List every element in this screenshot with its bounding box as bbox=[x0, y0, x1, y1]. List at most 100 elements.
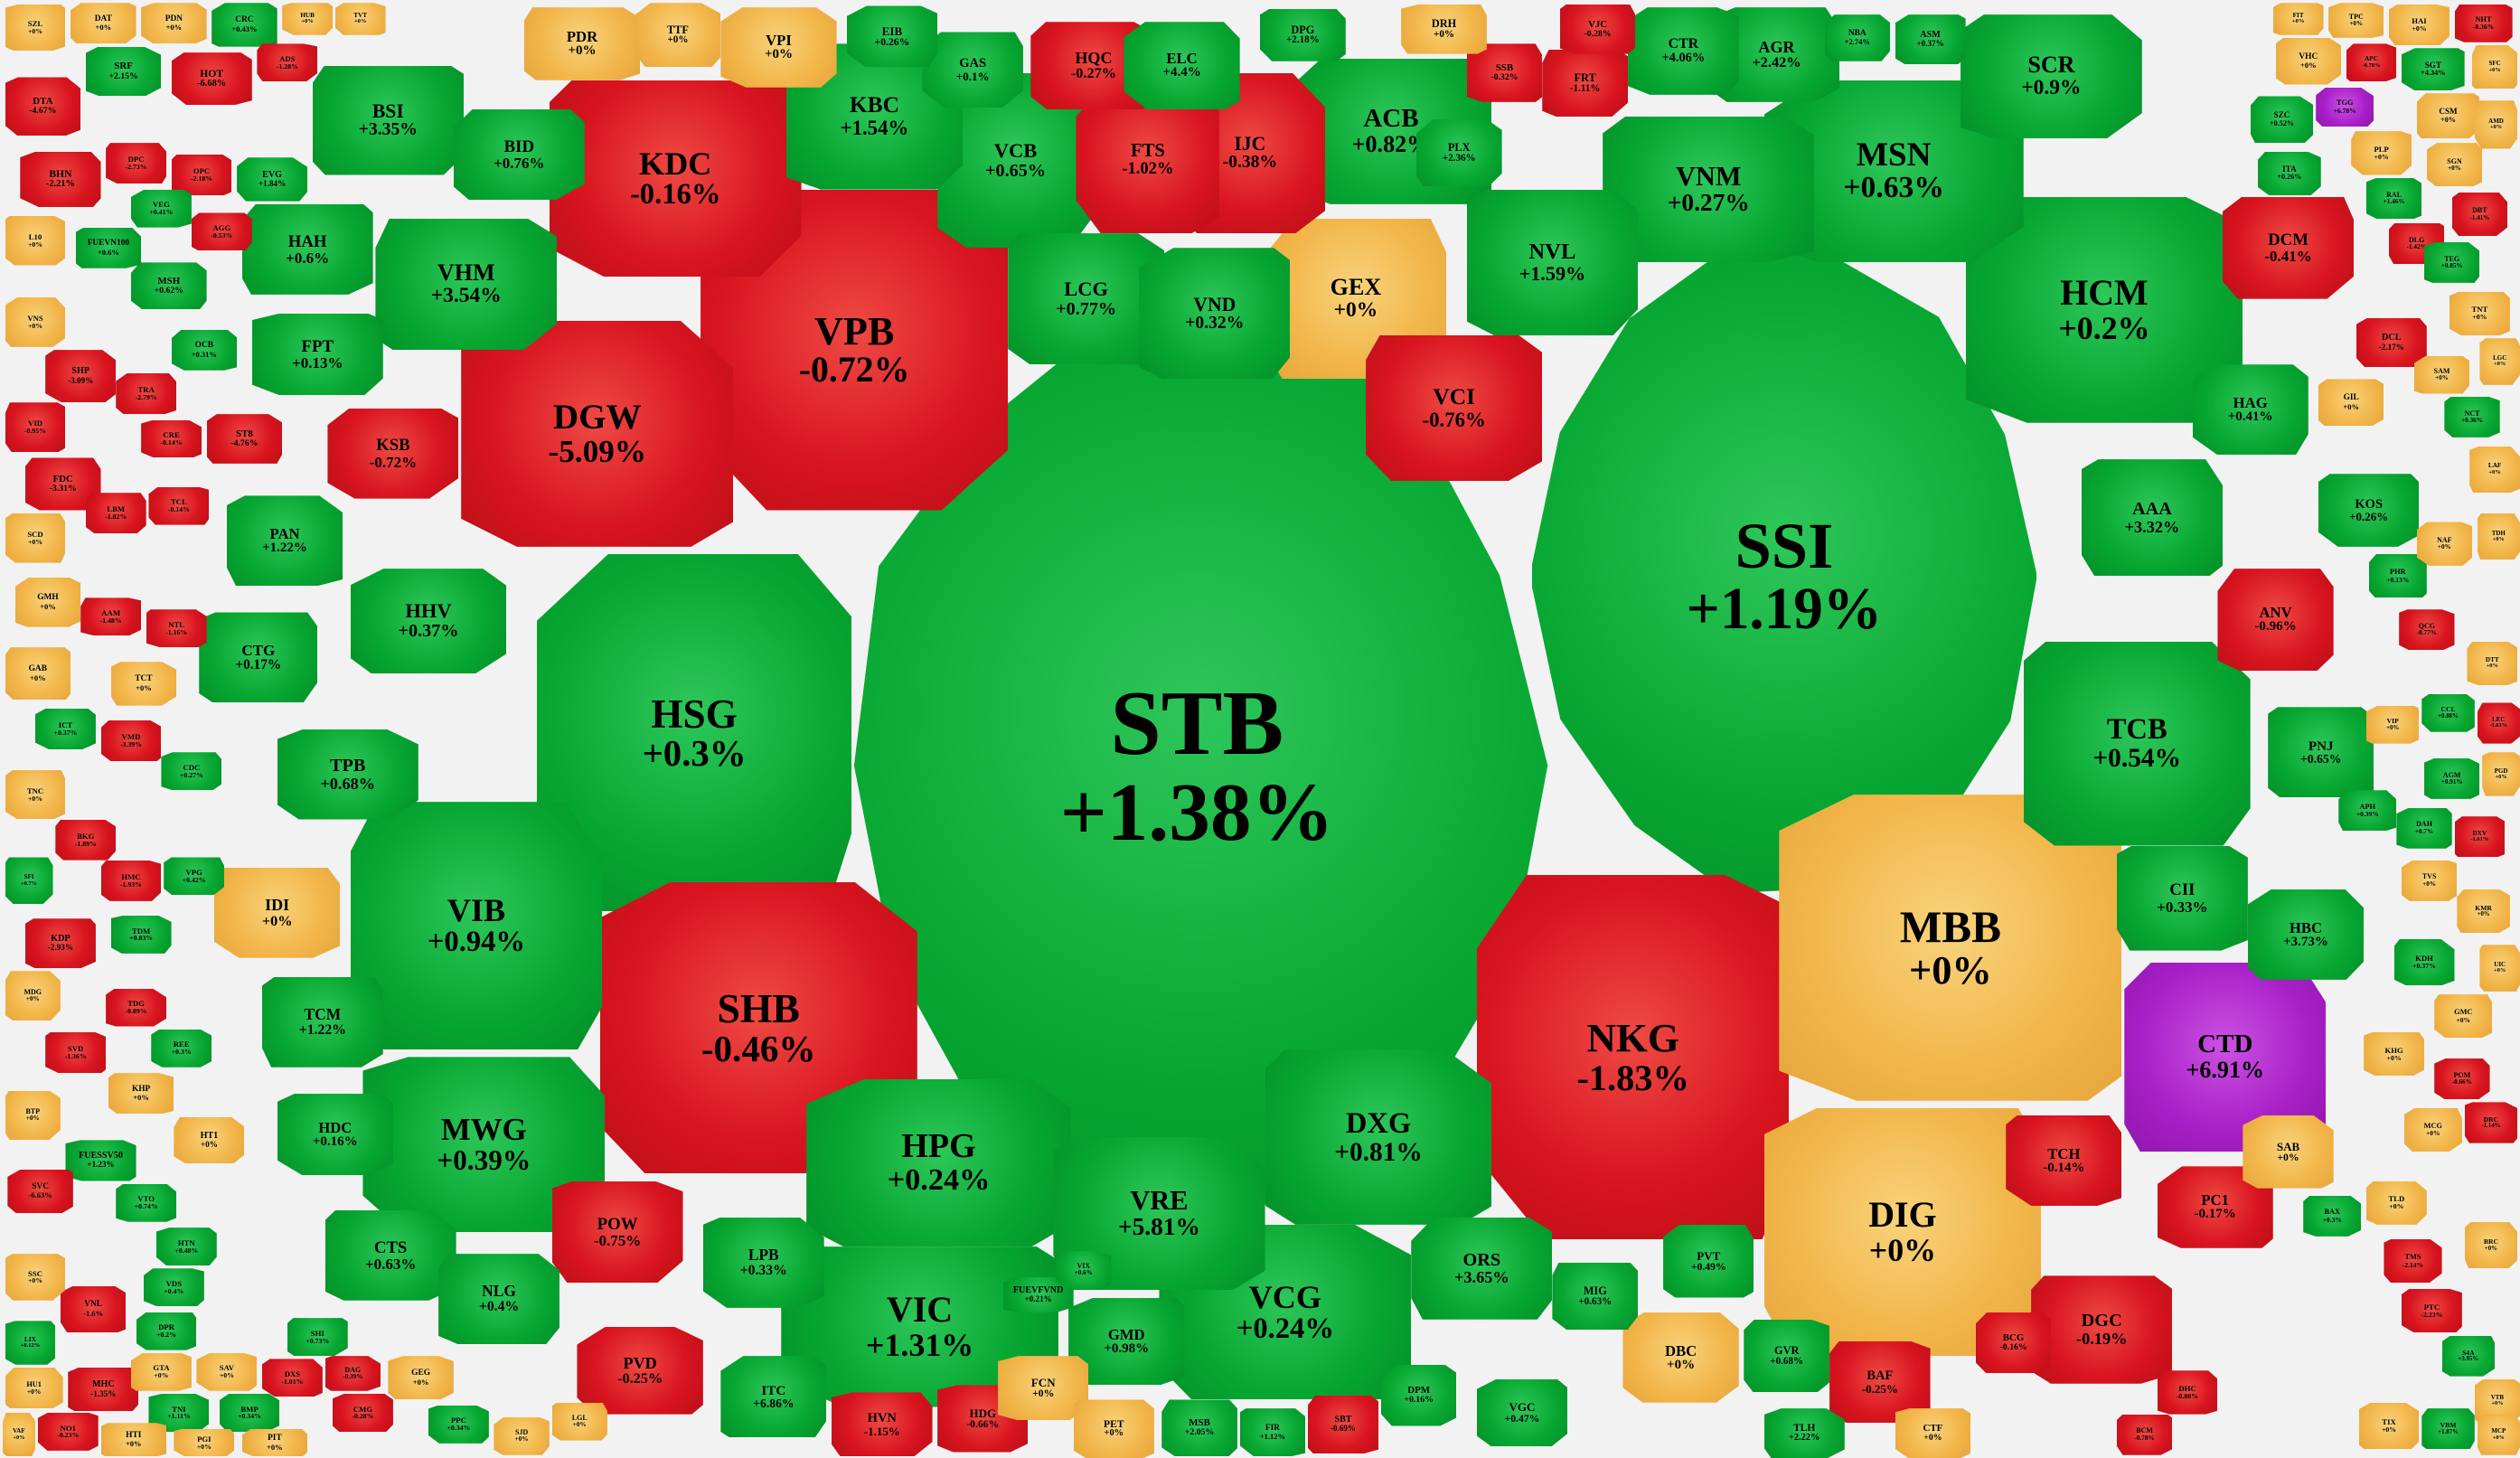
heatmap-cell-vpi[interactable]: VPI +0% bbox=[720, 7, 837, 88]
heatmap-cell-amd[interactable]: AMD +0% bbox=[2474, 100, 2518, 149]
heatmap-cell-hai[interactable]: HAI +0% bbox=[2389, 4, 2449, 45]
heatmap-cell-msb[interactable]: MSB +2.05% bbox=[1161, 1399, 1237, 1457]
heatmap-cell-pdr[interactable]: PDR +0% bbox=[523, 7, 641, 80]
heatmap-cell-vib[interactable]: VIB +0.94% bbox=[350, 802, 603, 1050]
heatmap-cell-vds[interactable]: VDS +0.4% bbox=[143, 1268, 204, 1307]
heatmap-cell-vns[interactable]: VNS +0% bbox=[5, 297, 66, 347]
heatmap-cell-ntl[interactable]: NTL -1.16% bbox=[146, 609, 207, 648]
heatmap-cell-vhm[interactable]: VHM +3.54% bbox=[375, 218, 558, 351]
heatmap-cell-ree[interactable]: REE +0.3% bbox=[151, 1029, 212, 1068]
heatmap-cell-hot[interactable]: HOT -6.68% bbox=[171, 52, 252, 106]
heatmap-cell-pdn[interactable]: PDN +0% bbox=[141, 3, 207, 44]
heatmap-cell-ksb[interactable]: KSB -0.72% bbox=[327, 408, 459, 499]
heatmap-cell-ict[interactable]: ICT +0.37% bbox=[35, 708, 96, 750]
heatmap-cell-mhc[interactable]: MHC -1.35% bbox=[68, 1367, 139, 1412]
heatmap-cell-tpb[interactable]: TPB +0.68% bbox=[277, 729, 418, 820]
heatmap-cell-sfi[interactable]: SFI +0.7% bbox=[5, 857, 53, 905]
heatmap-cell-tct[interactable]: TCT +0% bbox=[110, 662, 177, 706]
heatmap-cell-geg[interactable]: GEG +0% bbox=[388, 1356, 454, 1400]
heatmap-cell-ppc[interactable]: PPC +0.34% bbox=[428, 1405, 489, 1444]
heatmap-cell-fir[interactable]: FIR +1.12% bbox=[1239, 1408, 1306, 1457]
heatmap-cell-eib[interactable]: EIB +0.26% bbox=[846, 5, 938, 68]
heatmap-cell-ccl[interactable]: CCL +0.88% bbox=[2421, 693, 2475, 732]
heatmap-cell-gvr[interactable]: GVR +0.68% bbox=[1744, 1319, 1830, 1393]
heatmap-cell-scd[interactable]: SCD +0% bbox=[5, 513, 66, 563]
heatmap-cell-gas[interactable]: GAS +0.1% bbox=[922, 32, 1023, 108]
heatmap-cell-anv[interactable]: ANV -0.96% bbox=[2217, 569, 2334, 671]
heatmap-cell-vid[interactable]: VID -0.95% bbox=[5, 402, 66, 453]
heatmap-cell-cre[interactable]: CRE -0.14% bbox=[141, 419, 202, 458]
heatmap-cell-no1[interactable]: NO1 -0.23% bbox=[37, 1412, 99, 1451]
heatmap-cell-nba[interactable]: NBA +2.74% bbox=[1824, 14, 1890, 61]
heatmap-cell-tnt[interactable]: TNT +0% bbox=[2449, 291, 2510, 335]
heatmap-cell-pgi[interactable]: PGI +0% bbox=[174, 1428, 235, 1457]
heatmap-cell-tvt[interactable]: TVT +0% bbox=[334, 3, 386, 35]
heatmap-cell-pan[interactable]: PAN +1.22% bbox=[226, 495, 343, 587]
heatmap-cell-mcg[interactable]: MCG +0% bbox=[2403, 1107, 2462, 1152]
heatmap-cell-mig[interactable]: MIG +0.63% bbox=[1552, 1262, 1639, 1331]
heatmap-cell-vjc[interactable]: VJC -0.28% bbox=[1559, 4, 1636, 54]
heatmap-cell-tcb[interactable]: TCB +0.54% bbox=[2023, 641, 2251, 846]
heatmap-cell-lec[interactable]: LEC -1.63% bbox=[2477, 702, 2520, 744]
heatmap-cell-cts[interactable]: CTS +0.63% bbox=[324, 1209, 456, 1301]
heatmap-cell-tlh[interactable]: TLH +2.22% bbox=[1763, 1408, 1845, 1458]
heatmap-cell-lbm[interactable]: LBM -1.82% bbox=[85, 493, 146, 534]
heatmap-cell-dpc[interactable]: DPC -2.73% bbox=[106, 143, 166, 184]
heatmap-cell-vip[interactable]: VIP +0% bbox=[2365, 705, 2420, 744]
heatmap-cell-dpm[interactable]: DPM +0.16% bbox=[1380, 1364, 1457, 1426]
heatmap-cell-sab[interactable]: SAB +0% bbox=[2243, 1115, 2334, 1189]
heatmap-cell-drc[interactable]: DRC -1.14% bbox=[2464, 1102, 2518, 1143]
heatmap-cell-evg[interactable]: EVG +1.84% bbox=[237, 157, 308, 202]
heatmap-cell-tpc[interactable]: TPC +0% bbox=[2328, 3, 2384, 38]
heatmap-cell-dtt[interactable]: DTT +0% bbox=[2467, 641, 2518, 686]
heatmap-cell-pgd[interactable]: PGD +0% bbox=[2482, 752, 2520, 796]
heatmap-cell-vnl[interactable]: VNL -1.6% bbox=[60, 1285, 127, 1333]
heatmap-cell-tix[interactable]: TIX +0% bbox=[2358, 1402, 2420, 1450]
heatmap-cell-pom[interactable]: POM -0.66% bbox=[2434, 1058, 2490, 1100]
heatmap-cell-dat[interactable]: DAT +0% bbox=[71, 3, 136, 44]
heatmap-cell-sjd[interactable]: SJD +0% bbox=[494, 1416, 550, 1455]
heatmap-cell-l10[interactable]: L10 +0% bbox=[5, 215, 66, 266]
heatmap-cell-fit[interactable]: FIT +0% bbox=[2272, 3, 2324, 35]
heatmap-cell-pet[interactable]: PET +0% bbox=[1073, 1399, 1154, 1458]
heatmap-cell-bkg[interactable]: BKG -1.89% bbox=[55, 819, 117, 861]
heatmap-cell-bid[interactable]: BID +0.76% bbox=[453, 108, 585, 200]
heatmap-cell-bcm[interactable]: BCM -0.78% bbox=[2116, 1414, 2173, 1455]
heatmap-cell-ctg[interactable]: CTG +0.17% bbox=[199, 612, 318, 703]
heatmap-cell-ral[interactable]: RAL +1.46% bbox=[2365, 177, 2422, 219]
heatmap-cell-hvn[interactable]: HVN -1.15% bbox=[832, 1392, 933, 1457]
heatmap-cell-qcg[interactable]: QCG -0.77% bbox=[2399, 609, 2455, 651]
heatmap-cell-dhc[interactable]: DHC -0.88% bbox=[2157, 1370, 2218, 1415]
heatmap-cell-nct[interactable]: NCT +0.36% bbox=[2444, 396, 2500, 437]
heatmap-cell-dag[interactable]: DAG -0.39% bbox=[324, 1356, 381, 1391]
heatmap-cell-csm[interactable]: CSM +0% bbox=[2416, 93, 2480, 139]
heatmap-cell-plx[interactable]: PLX +2.36% bbox=[1415, 119, 1502, 187]
heatmap-cell-hag[interactable]: HAG +0.41% bbox=[2192, 364, 2308, 456]
heatmap-cell-fuevn100[interactable]: FUEVN100 +0.6% bbox=[75, 227, 142, 268]
heatmap-cell-agg[interactable]: AGG -0.53% bbox=[191, 212, 252, 251]
heatmap-cell-ads[interactable]: ADS -1.28% bbox=[257, 43, 318, 82]
heatmap-cell-dgw[interactable]: DGW -5.09% bbox=[461, 320, 734, 547]
heatmap-cell-ctf[interactable]: CTF +0% bbox=[1895, 1408, 1971, 1458]
heatmap-cell-pnj[interactable]: PNJ +0.65% bbox=[2268, 707, 2374, 798]
heatmap-cell-msh[interactable]: MSH +0.62% bbox=[130, 262, 207, 309]
heatmap-cell-hu1[interactable]: HU1 +0% bbox=[5, 1367, 63, 1409]
heatmap-cell-idi[interactable]: IDI +0% bbox=[213, 867, 341, 958]
heatmap-cell-gmc[interactable]: GMC +0% bbox=[2434, 994, 2493, 1039]
heatmap-cell-khp[interactable]: KHP +0% bbox=[108, 1073, 174, 1115]
heatmap-cell-mcp[interactable]: MCP +0% bbox=[2477, 1414, 2520, 1455]
heatmap-cell-gab[interactable]: GAB +0% bbox=[5, 647, 71, 701]
heatmap-cell-fpt[interactable]: FPT +0.13% bbox=[251, 313, 383, 396]
heatmap-cell-kdp[interactable]: KDP -2.93% bbox=[24, 918, 96, 969]
heatmap-cell-tch[interactable]: TCH -0.14% bbox=[2006, 1115, 2122, 1206]
heatmap-cell-ctr[interactable]: CTR +4.06% bbox=[1628, 7, 1739, 95]
heatmap-cell-bhn[interactable]: BHN -2.21% bbox=[20, 151, 101, 208]
heatmap-cell-pvd[interactable]: PVD -0.25% bbox=[577, 1326, 703, 1415]
heatmap-cell-dpr[interactable]: DPR +0.2% bbox=[136, 1312, 197, 1350]
heatmap-cell-pvt[interactable]: PVT +0.49% bbox=[1663, 1224, 1754, 1298]
heatmap-cell-dah[interactable]: DAH +0.7% bbox=[2396, 807, 2452, 849]
heatmap-cell-nht[interactable]: NHT -0.36% bbox=[2454, 4, 2513, 42]
heatmap-cell-cmg[interactable]: CMG -0.28% bbox=[333, 1394, 393, 1432]
heatmap-cell-svd[interactable]: SVD -1.36% bbox=[45, 1032, 107, 1074]
heatmap-cell-ssc[interactable]: SSC +0% bbox=[5, 1254, 66, 1301]
